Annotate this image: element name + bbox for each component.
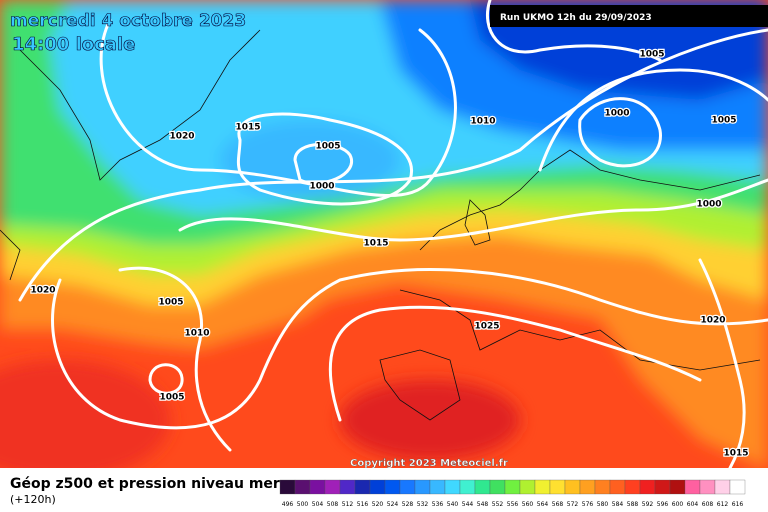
scale-label: 588 [627, 501, 639, 508]
scale-swatch [399, 479, 416, 495]
isobar-label: 1005 [159, 393, 184, 403]
map-date: mercredi 4 octobre 2023 [10, 11, 246, 31]
isobar-label: 1005 [158, 298, 183, 308]
isobar-label: 1010 [184, 329, 209, 339]
scale-swatch [294, 479, 311, 495]
scale-label: 600 [672, 501, 684, 508]
scale-swatch [564, 479, 581, 495]
scale-swatch [459, 479, 476, 495]
isobar-label: 1020 [169, 132, 194, 142]
scale-label: 616 [732, 501, 744, 508]
scale-label: 592 [642, 501, 654, 508]
scale-label: 544 [462, 501, 474, 508]
map-time: 14:00 locale [12, 34, 135, 55]
scale-label: 552 [492, 501, 504, 508]
isobar-label: 1005 [711, 116, 736, 126]
scale-swatch [609, 479, 626, 495]
scale-swatch [474, 479, 491, 495]
isobar-label: 1015 [723, 449, 748, 459]
scale-label: 564 [537, 501, 549, 508]
scale-swatch [519, 479, 536, 495]
isobar-labels: 1005 1015 1010 1020 1005 1000 1000 1005 1000 1015… [29, 48, 750, 460]
isobar-label: 1000 [309, 182, 334, 192]
isobar-label: 1020 [700, 316, 725, 326]
scale-swatch [684, 479, 701, 495]
isobar-label: 1005 [639, 50, 664, 60]
scale-swatch [369, 479, 386, 495]
scale-label: 584 [612, 501, 624, 508]
run-box [490, 5, 768, 27]
scale-label: 580 [597, 501, 609, 508]
scale-label: 576 [582, 501, 594, 508]
map: mercredi 4 octobre 2023 14:00 locale Run… [0, 0, 768, 469]
scale-swatch [309, 479, 326, 495]
copyright: Copyright 2023 Meteociel.fr [350, 458, 508, 469]
scale-label: 556 [507, 501, 519, 508]
scale-label: 508 [327, 501, 339, 508]
scale-swatch [714, 479, 731, 495]
scale-label: 536 [432, 501, 444, 508]
scale-swatch [354, 479, 371, 495]
scale-swatch [594, 479, 611, 495]
scale-swatch [699, 479, 716, 495]
scale-swatch [279, 479, 296, 495]
scale-label: 540 [447, 501, 459, 508]
scale-swatch [444, 479, 461, 495]
scale-swatch [534, 479, 551, 495]
scale-label: 500 [297, 501, 309, 508]
scale-swatch [384, 479, 401, 495]
scale-label: 532 [417, 501, 429, 508]
scale-label: 524 [387, 501, 399, 508]
color-scale: 496 500 504 508 512 516 520 524 528 532 536 540 544 5… [279, 479, 746, 508]
footer-title: Géop z500 et pression niveau mer [10, 476, 280, 492]
isobar-label: 1025 [474, 322, 499, 332]
scale-label: 496 [282, 501, 294, 508]
isobar-label: 1000 [696, 200, 721, 210]
scale-swatch [639, 479, 656, 495]
scale-swatch [414, 479, 431, 495]
scale-label: 604 [687, 501, 699, 508]
scale-swatch [339, 479, 356, 495]
scale-swatch [489, 479, 506, 495]
scale-label: 516 [357, 501, 369, 508]
isobar-label: 1015 [235, 123, 260, 133]
scale-swatch [624, 479, 641, 495]
scale-label: 548 [477, 501, 489, 508]
scale-label: 612 [717, 501, 729, 508]
scale-swatch [429, 479, 446, 495]
scale-label: 504 [312, 501, 324, 508]
scale-label: 596 [657, 501, 669, 508]
scale-swatch [729, 479, 746, 495]
scale-swatch [549, 479, 566, 495]
footer-subtitle: (+120h) [10, 493, 56, 506]
isobar-label: 1015 [363, 239, 388, 249]
scale-swatch [324, 479, 341, 495]
run-info: Run UKMO 12h du 29/09/2023 [500, 13, 652, 23]
scale-swatch [504, 479, 521, 495]
scale-swatch [579, 479, 596, 495]
scale-label: 560 [522, 501, 534, 508]
scale-label: 512 [342, 501, 354, 508]
isobar-label: 1005 [315, 142, 340, 152]
scale-label: 572 [567, 501, 579, 508]
scale-swatch [654, 479, 671, 495]
isobar-label: 1000 [604, 109, 629, 119]
scale-label: 528 [402, 501, 414, 508]
scale-swatch [669, 479, 686, 495]
isobar-label: 1020 [30, 286, 55, 296]
scale-label: 608 [702, 501, 714, 508]
isobar-label: 1010 [470, 117, 495, 127]
scale-label: 520 [372, 501, 384, 508]
scale-label: 568 [552, 501, 564, 508]
